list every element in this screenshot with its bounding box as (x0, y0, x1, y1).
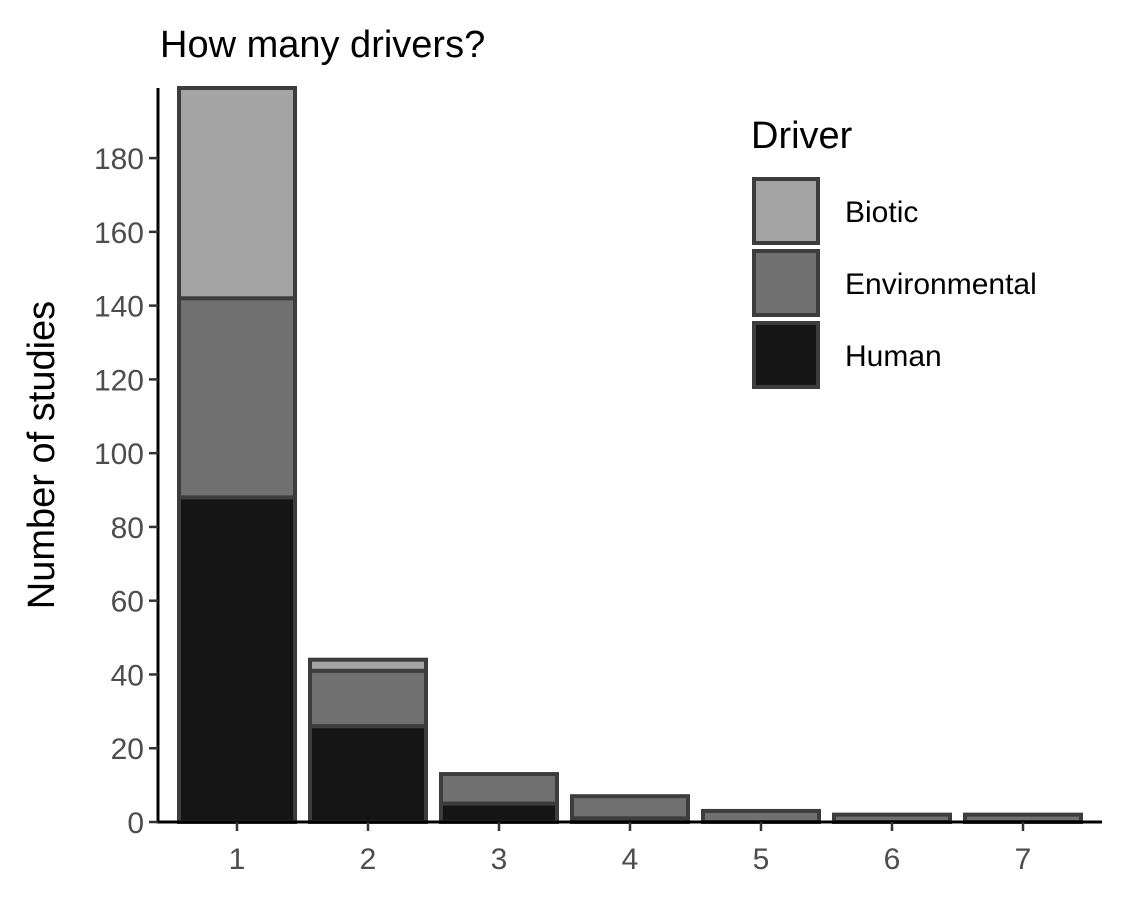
legend-label-biotic: Biotic (845, 196, 918, 229)
x-tick-label: 7 (1015, 843, 1032, 876)
bar-environmental-2 (308, 668, 428, 729)
bars-layer (177, 86, 1083, 825)
y-tick-label: 60 (111, 586, 144, 619)
bar-biotic-2 (308, 657, 428, 673)
y-tick-label: 100 (94, 438, 144, 471)
bar-environmental-5 (701, 808, 821, 825)
y-tick-label: 0 (127, 807, 144, 840)
x-tick-label: 4 (622, 843, 639, 876)
bar-human-3 (439, 801, 559, 825)
legend-key-biotic (752, 177, 820, 245)
bar-group-4 (570, 794, 690, 825)
y-tick-label: 140 (94, 291, 144, 324)
y-tick-label: 40 (111, 659, 144, 692)
legend-key-environmental (752, 249, 820, 317)
axes-layer: 0 20 40 60 80 100 120 140 160 180 1 2 3 4 5 6 7 (94, 88, 1102, 876)
bar-group-5 (701, 808, 821, 825)
bar-human-1 (177, 495, 297, 824)
x-tick-label: 3 (491, 843, 508, 876)
bar-environmental-3 (439, 772, 559, 806)
bar-environmental-1 (177, 296, 297, 500)
y-tick-label: 180 (94, 143, 144, 176)
bar-group-1 (177, 86, 297, 824)
bar-human-2 (308, 724, 428, 825)
x-tick-label: 2 (360, 843, 377, 876)
bar-group-2 (308, 657, 428, 825)
y-tick-label: 20 (111, 733, 144, 766)
x-tick-label: 5 (753, 843, 770, 876)
y-tick-label: 160 (94, 217, 144, 250)
legend-key-human (752, 321, 820, 389)
bar-environmental-4 (570, 794, 690, 821)
bar-group-3 (439, 772, 559, 825)
legend-label-environmental: Environmental (845, 268, 1037, 301)
y-axis-title: Number of studies (21, 301, 63, 609)
legend-title: Driver (751, 115, 853, 157)
x-tick-label: 6 (884, 843, 901, 876)
legend-label-human: Human (845, 340, 942, 373)
y-tick-label: 120 (94, 364, 144, 397)
y-tick-label: 80 (111, 512, 144, 545)
bar-biotic-1 (177, 86, 297, 301)
chart-title: How many drivers? (160, 24, 485, 66)
legend: Driver Biotic Environmental Human (751, 115, 1037, 389)
x-tick-label: 1 (229, 843, 246, 876)
